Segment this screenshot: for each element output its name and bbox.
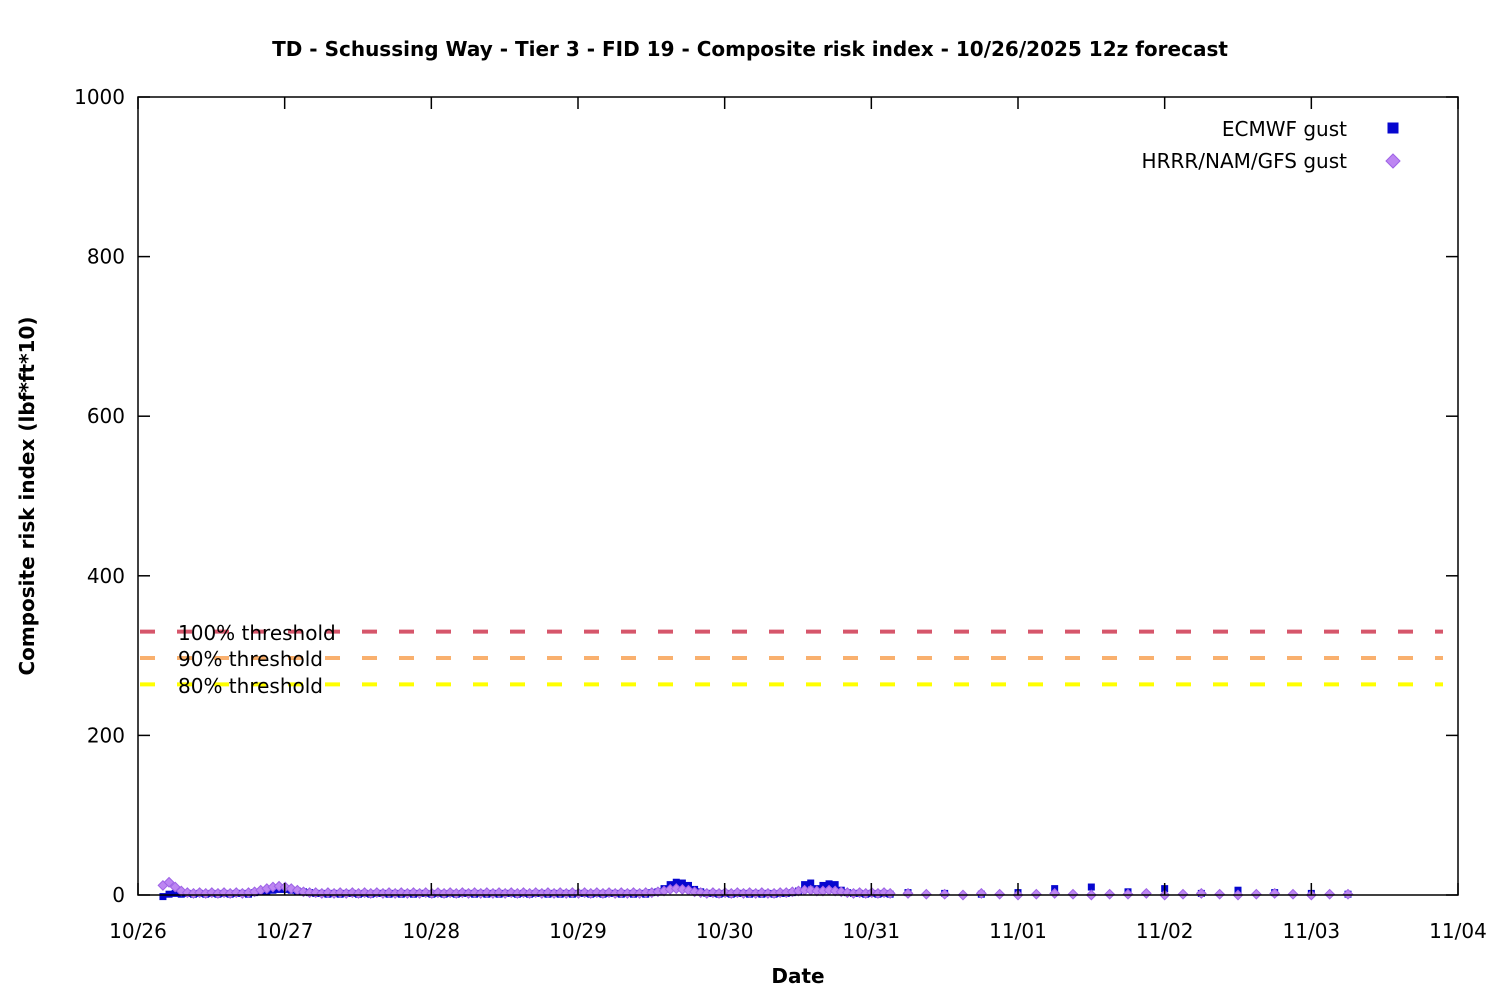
data-point-hrrr — [1049, 887, 1061, 899]
x-tick-label: 11/03 — [1283, 919, 1341, 943]
y-tick-label: 200 — [87, 723, 125, 747]
threshold-label-80: 80% threshold — [178, 674, 323, 698]
x-tick-label: 10/31 — [843, 919, 901, 943]
data-point-ecmwf — [819, 881, 827, 889]
threshold-label-90: 90% threshold — [178, 647, 323, 671]
plot-border — [137, 96, 1459, 896]
y-axis-label: Composite risk index (lbf*ft*10) — [15, 316, 39, 676]
chart-title: TD - Schussing Way - Tier 3 - FID 19 - C… — [272, 37, 1228, 61]
data-point-hrrr — [1324, 888, 1336, 900]
y-tick-label: 800 — [87, 245, 125, 269]
data-point-hrrr — [163, 876, 175, 888]
data-point-ecmwf — [1087, 883, 1095, 891]
x-tick-label: 11/04 — [1429, 919, 1487, 943]
data-point-ecmwf — [159, 893, 167, 901]
x-axis-label-text: Date — [771, 964, 825, 988]
data-point-hrrr — [975, 887, 987, 899]
data-point-ecmwf — [678, 879, 686, 887]
legend-label-ecmwf-gust: ECMWF gust — [1221, 117, 1347, 141]
x-tick-label: 11/02 — [1136, 919, 1194, 943]
data-point-ecmwf — [672, 878, 680, 886]
y-tick-label: 400 — [87, 564, 125, 588]
x-tick-label: 11/01 — [989, 919, 1047, 943]
data-point-hrrr — [169, 881, 181, 893]
x-axis-label: Date — [0, 964, 1500, 988]
data-point-hrrr — [1104, 888, 1116, 900]
data-point-ecmwf — [831, 881, 839, 889]
y-tick-label: 1000 — [74, 85, 125, 109]
legend-marker-ecmwf-icon — [1387, 122, 1399, 134]
threshold-label-100: 100% threshold — [178, 621, 336, 645]
data-point-hrrr — [1067, 888, 1079, 900]
x-tick-label: 10/29 — [549, 919, 607, 943]
x-tick-label: 10/27 — [256, 919, 314, 943]
data-point-hrrr — [994, 888, 1006, 900]
data-point-hrrr — [1250, 888, 1262, 900]
y-tick-label: 600 — [87, 404, 125, 428]
legend-marker-hrrr-icon — [1385, 153, 1401, 169]
data-point-hrrr — [1342, 888, 1354, 900]
x-tick-label: 10/28 — [403, 919, 461, 943]
data-point-hrrr — [1140, 887, 1152, 899]
data-point-hrrr — [920, 888, 932, 900]
y-tick-label: 0 — [112, 883, 125, 907]
legend-label-hrrr-nam-gfs-gust: HRRR/NAM/GFS gust — [1141, 149, 1347, 173]
data-point-hrrr — [1287, 888, 1299, 900]
data-point-hrrr — [902, 887, 914, 899]
data-point-hrrr — [1030, 888, 1042, 900]
data-point-hrrr — [884, 887, 896, 899]
data-point-hrrr — [285, 883, 297, 895]
data-point-ecmwf — [825, 880, 833, 888]
x-tick-label: 10/30 — [696, 919, 754, 943]
x-tick-label: 10/26 — [109, 919, 167, 943]
data-point-hrrr — [1214, 888, 1226, 900]
data-point-hrrr — [1122, 888, 1134, 900]
data-point-hrrr — [175, 885, 187, 897]
data-point-ecmwf — [801, 881, 809, 889]
data-point-hrrr — [1269, 887, 1281, 899]
data-point-hrrr — [1177, 888, 1189, 900]
data-point-hrrr — [939, 888, 951, 900]
data-point-hrrr — [1195, 887, 1207, 899]
data-point-ecmwf — [171, 889, 179, 897]
data-point-ecmwf — [807, 879, 815, 887]
data-point-ecmwf — [165, 890, 173, 898]
